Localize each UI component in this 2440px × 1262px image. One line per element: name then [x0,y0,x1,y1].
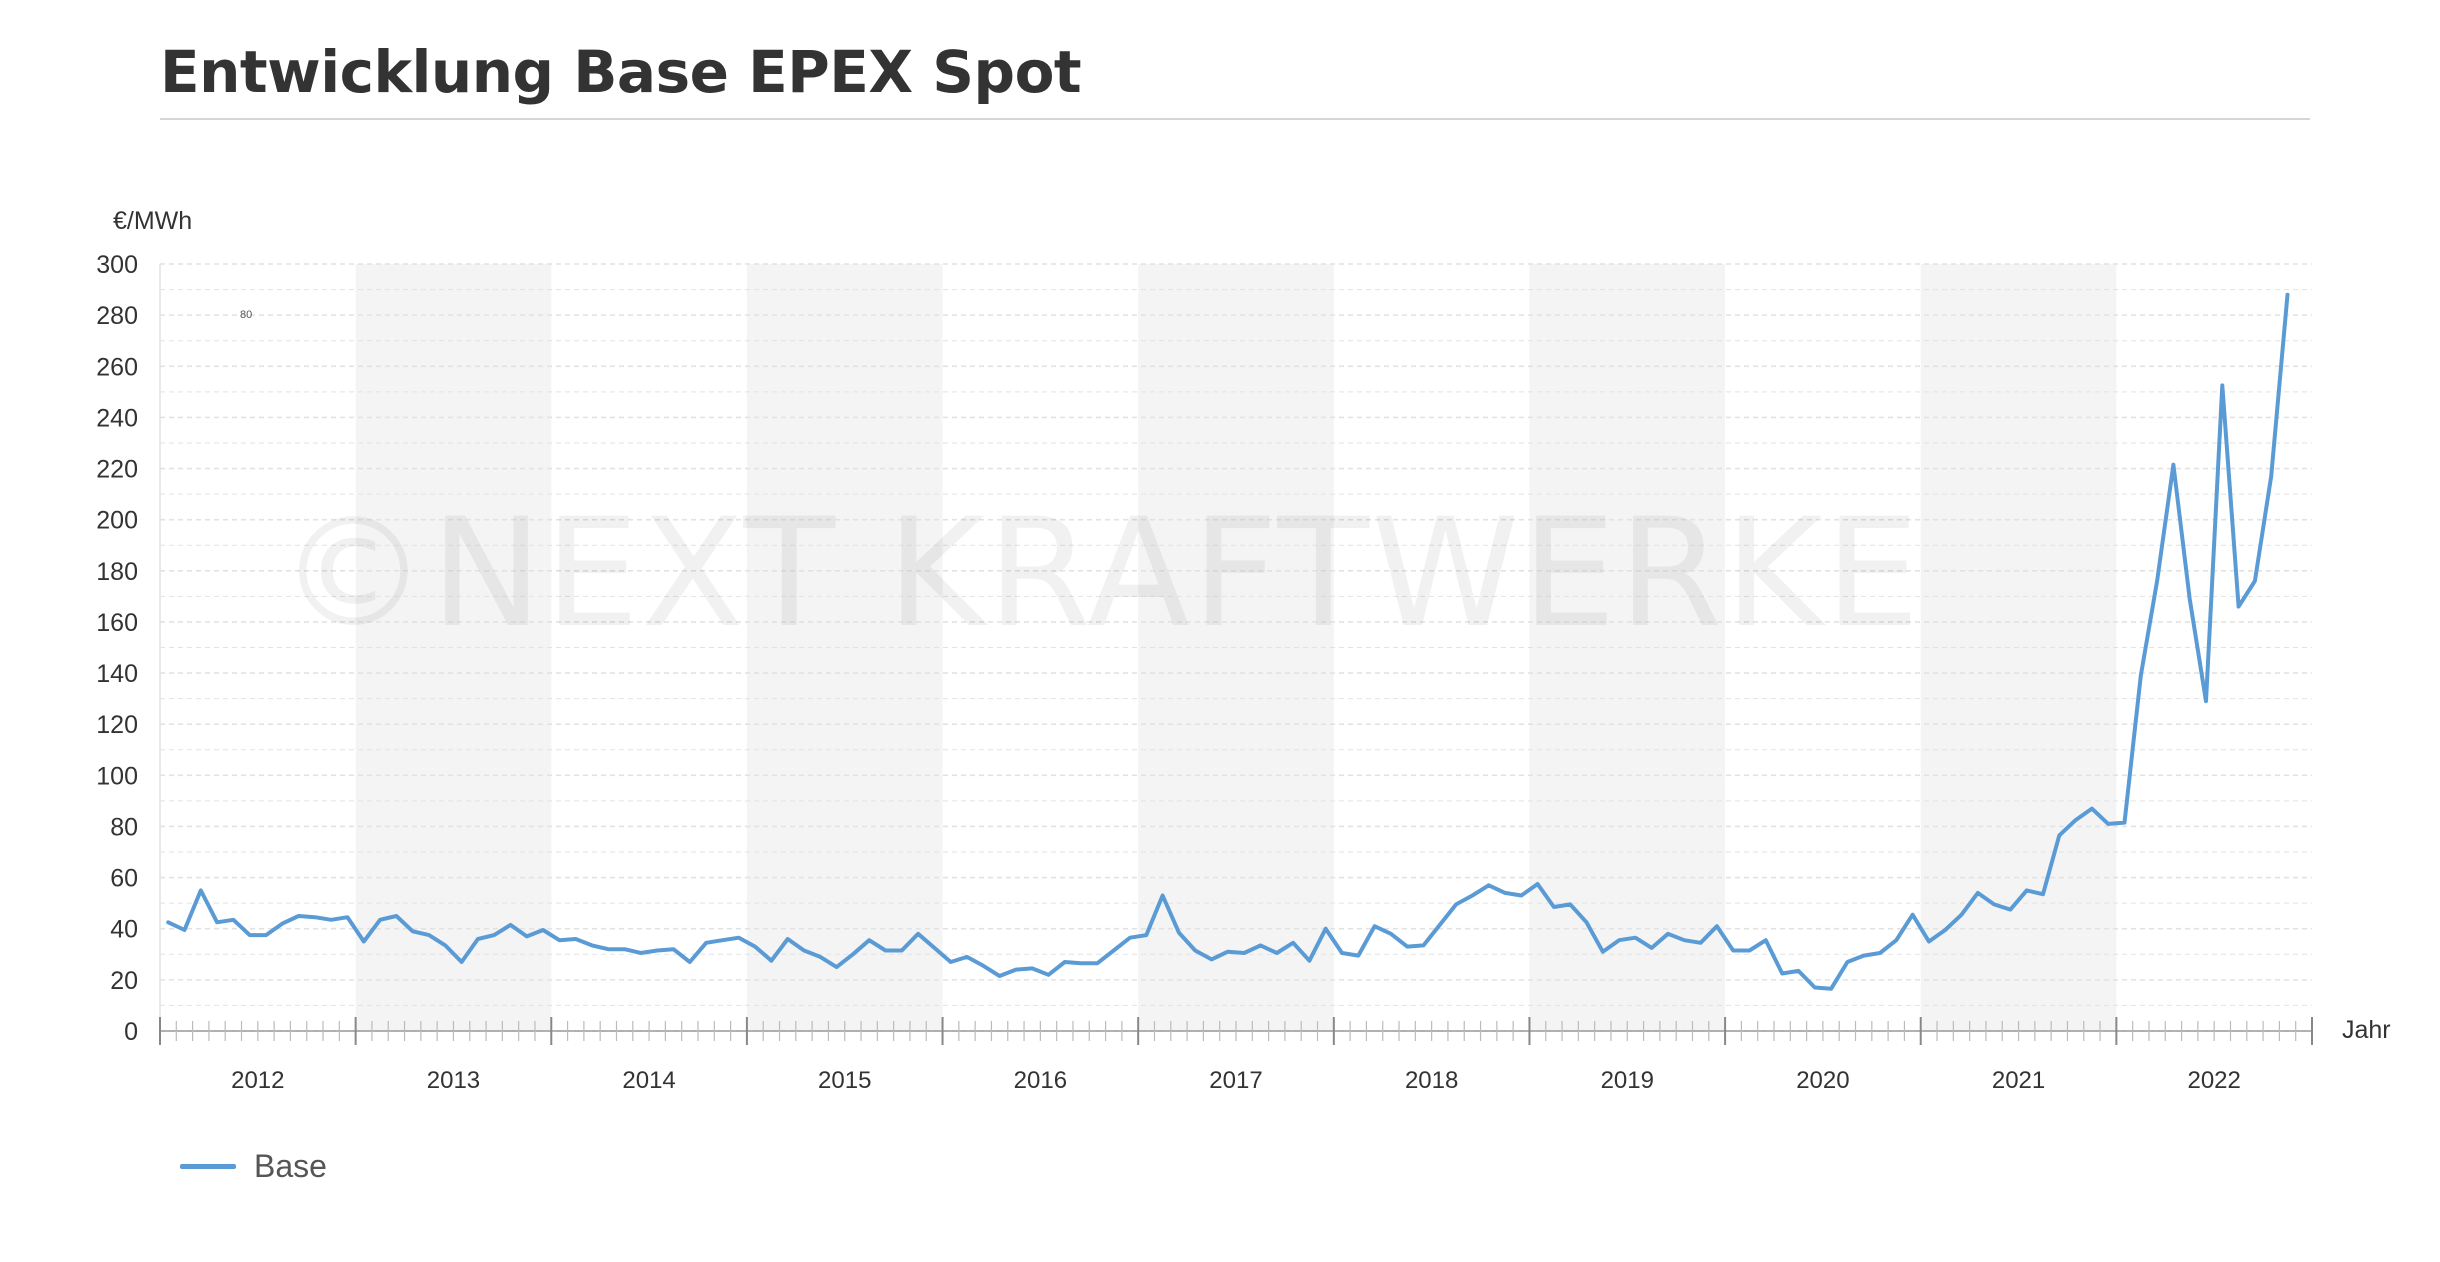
x-tick-label-2021: 2021 [1992,1067,2045,1094]
x-axis-label: Jahr [2342,1016,2391,1044]
y-axis-label: €/MWh [113,207,192,235]
watermark-text: ©NEXT KRAFTWERKE [278,487,1921,661]
x-tick-label-2015: 2015 [818,1067,871,1094]
stray-data-label: 80 [240,309,252,321]
series-layer [166,292,2290,991]
gridlines [159,263,2312,1032]
y-tick-label-200: 200 [96,507,138,535]
x-tick-label-2022: 2022 [2187,1067,2240,1094]
y-tick-label-300: 300 [96,251,138,279]
x-tick-label-2017: 2017 [1209,1067,1262,1094]
y-tick-label-40: 40 [110,916,138,944]
y-tick-label-240: 240 [96,404,138,432]
x-tick-label-2019: 2019 [1601,1067,1654,1094]
y-tick-label-60: 60 [110,865,138,893]
y-axis: 0 20 40 60 80 100 120 140 160 180 200 220 240 260 280 3… [96,251,138,1046]
legend-swatch-base [180,1164,236,1169]
legend: Base [180,1148,327,1185]
x-tick-label-2016: 2016 [1014,1067,1067,1094]
y-tick-label-100: 100 [96,762,138,790]
y-tick-label-180: 180 [96,558,138,586]
x-tick-label-2014: 2014 [622,1067,675,1094]
x-axis: 2012 2013 2014 2015 2016 2017 2018 2019 2020 2021… [159,1017,2313,1094]
y-tick-label-20: 20 [110,967,138,995]
y-tick-label-280: 280 [96,302,138,330]
x-tick-label-2020: 2020 [1796,1067,1849,1094]
y-tick-label-160: 160 [96,609,138,637]
y-tick-label-260: 260 [96,353,138,381]
x-tick-label-2013: 2013 [427,1067,480,1094]
legend-label-base: Base [254,1148,327,1184]
y-tick-label-220: 220 [96,456,138,484]
page-title: Entwicklung Base EPEX Spot [160,38,1082,106]
y-tick-label-80: 80 [110,813,138,841]
y-tick-label-140: 140 [96,660,138,688]
y-tick-label-120: 120 [96,711,138,739]
x-tick-label-2018: 2018 [1405,1067,1458,1094]
series-line-base [166,292,2290,991]
title-divider [160,118,2310,120]
y-tick-label-0: 0 [124,1018,138,1046]
x-tick-label-2012: 2012 [231,1067,284,1094]
